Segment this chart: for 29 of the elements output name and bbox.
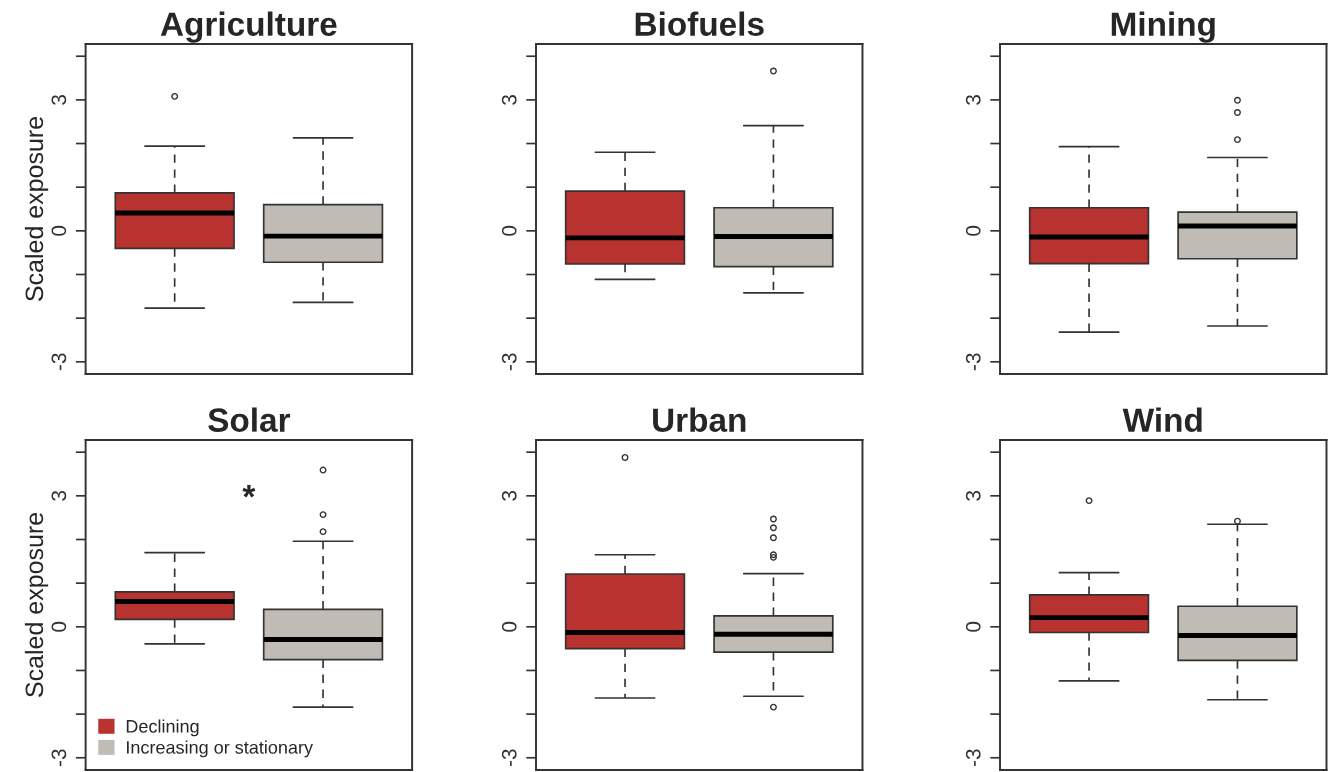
y-tick-label: 0	[51, 225, 67, 236]
y-tick-label: -3	[965, 749, 981, 767]
y-tick-label: -3	[965, 353, 981, 371]
y-tick-label: -3	[51, 749, 67, 767]
y-tick-label: 0	[51, 621, 67, 632]
y-tick-label: 0	[501, 621, 517, 632]
legend-label: Increasing or stationary	[127, 740, 313, 758]
y-tick-label: 0	[965, 621, 981, 632]
y-tick-label: 3	[51, 95, 67, 105]
y-tick-label: 0	[501, 225, 517, 236]
legend-label: Declining	[126, 719, 199, 737]
y-tick-label: 3	[965, 490, 981, 501]
chart-title: Wind	[1122, 407, 1202, 432]
y-tick-label: -3	[501, 353, 517, 371]
y-tick-label: 3	[501, 95, 517, 105]
y-tick-label: -3	[501, 749, 517, 767]
chart-title: Agriculture	[160, 11, 337, 43]
y-axis-title: Scaled exposure	[24, 117, 49, 301]
y-tick-label: 3	[501, 490, 517, 501]
chart-title: Solar	[208, 407, 291, 432]
y-tick-label: -3	[51, 353, 67, 371]
y-tick-label: 3	[51, 490, 67, 501]
chart-title: Mining	[1111, 11, 1215, 43]
y-tick-label: 0	[965, 225, 981, 236]
chart-title: Urban	[653, 407, 746, 432]
y-tick-label: 3	[965, 95, 981, 105]
annotation: *	[242, 485, 256, 498]
y-axis-title: Scaled exposure	[24, 512, 49, 697]
chart-title: Biofuels	[635, 11, 764, 36]
